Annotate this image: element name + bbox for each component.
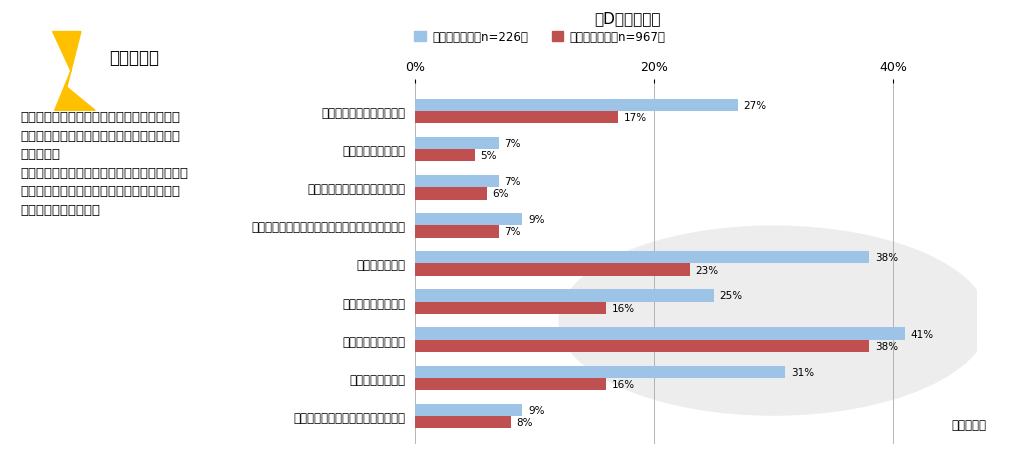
Polygon shape bbox=[53, 32, 95, 111]
Text: ＊一部抜粋: ＊一部抜粋 bbox=[950, 418, 986, 431]
Bar bbox=[415, 214, 522, 226]
Bar bbox=[415, 112, 618, 124]
Ellipse shape bbox=[558, 226, 988, 416]
Bar bbox=[415, 138, 498, 150]
Text: 9%: 9% bbox=[528, 215, 544, 225]
Text: チェック！: チェック！ bbox=[109, 49, 159, 67]
Bar bbox=[415, 378, 606, 390]
Text: 5%: 5% bbox=[480, 151, 496, 161]
Text: 9%: 9% bbox=[528, 405, 544, 415]
Text: 38%: 38% bbox=[875, 253, 897, 263]
Bar bbox=[415, 416, 510, 428]
Text: 8%: 8% bbox=[516, 417, 533, 427]
Bar bbox=[415, 226, 498, 238]
Text: 27%: 27% bbox=[743, 101, 766, 111]
Text: 7%: 7% bbox=[504, 177, 521, 187]
Text: 25%: 25% bbox=[719, 291, 742, 301]
Text: 41%: 41% bbox=[910, 329, 933, 339]
Text: 38%: 38% bbox=[875, 341, 897, 351]
Bar bbox=[415, 328, 904, 340]
Bar bbox=[415, 404, 522, 416]
Bar bbox=[415, 188, 486, 200]
Text: 6%: 6% bbox=[492, 189, 509, 199]
Bar bbox=[415, 176, 498, 188]
Legend: 訪問経験あり（n=226）, 訪問経験なし（n=967）: 訪問経験あり（n=226）, 訪問経験なし（n=967） bbox=[409, 26, 669, 49]
Bar bbox=[415, 150, 474, 162]
Text: 17%: 17% bbox=[624, 113, 646, 123]
Bar bbox=[415, 340, 868, 352]
Bar bbox=[415, 366, 785, 378]
Text: 満足度スコアが高い項目に対して、それら項
目が訪問経験別にイメージギャップがあるの
かを見る。
ギャップがある要素に注目し、発信していくこ
とで、まだ知られてい: 満足度スコアが高い項目に対して、それら項 目が訪問経験別にイメージギャップがある… bbox=[20, 111, 188, 216]
Text: （D）イメージ: （D）イメージ bbox=[593, 12, 660, 26]
Text: 16%: 16% bbox=[612, 379, 635, 389]
Text: 7%: 7% bbox=[504, 227, 521, 237]
Text: 31%: 31% bbox=[791, 367, 814, 377]
Bar bbox=[415, 100, 737, 112]
Bar bbox=[415, 264, 690, 276]
Bar bbox=[415, 302, 606, 314]
Text: 7%: 7% bbox=[504, 139, 521, 149]
Bar bbox=[415, 252, 868, 264]
Text: 23%: 23% bbox=[696, 265, 718, 275]
Bar bbox=[415, 290, 713, 302]
Text: 16%: 16% bbox=[612, 303, 635, 313]
